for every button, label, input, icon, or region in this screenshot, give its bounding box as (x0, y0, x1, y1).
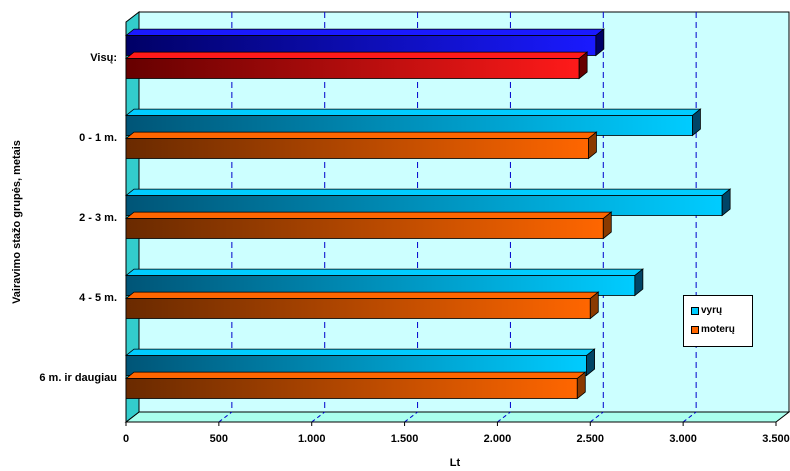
bar-top (124, 211, 613, 219)
bar-top (124, 268, 644, 276)
bar (124, 211, 613, 240)
gridline-floor (218, 411, 233, 423)
x-tick-labels: 0 500 1.000 1.500 2.000 2.500 3.000 3.500 (123, 421, 790, 445)
legend-label-women: moterų (701, 324, 735, 335)
bar (124, 268, 644, 297)
bar (124, 51, 589, 80)
gridline-floor (497, 411, 511, 423)
bar-top (124, 51, 589, 59)
x-tick-label: 0 (123, 433, 129, 445)
bar (124, 348, 596, 377)
gridline-floor (589, 411, 604, 423)
legend: vyrų moterų (683, 295, 753, 347)
bar-end (586, 348, 595, 377)
bar (124, 131, 598, 160)
bar-top (124, 188, 732, 196)
bar-top (124, 348, 596, 356)
bar (124, 108, 702, 137)
gridline-floor (311, 411, 326, 423)
category-labels: Visų: 0 - 1 m. 2 - 3 m. 4 - 5 m. 6 m. ir dau… (39, 52, 117, 384)
bar-top (124, 28, 605, 36)
bar-end (588, 131, 597, 160)
bar-end (576, 371, 586, 400)
category-label: 6 m. ir daugiau (39, 372, 117, 384)
bar-top (124, 371, 587, 379)
legend-swatch-men (691, 307, 699, 315)
bar-end (634, 268, 644, 297)
bar-top (124, 108, 702, 116)
bar-front (125, 378, 578, 399)
bar-front (125, 58, 580, 79)
category-label: 2 - 3 m. (79, 212, 117, 224)
x-axis-title: Lt (450, 457, 461, 469)
legend-item-men: vyrų (691, 305, 722, 317)
legend-item-women: moterų (691, 324, 735, 336)
bar-end (602, 211, 612, 240)
x-tick-label: 1.000 (298, 433, 326, 445)
x-tick-label: 3.000 (669, 433, 697, 445)
y-axis-title: Vairavimo stažo grupės, metais (11, 140, 23, 304)
x-tick-label: 500 (210, 433, 228, 445)
bar (124, 28, 605, 57)
bar-end (595, 28, 605, 57)
bar (124, 188, 732, 217)
bar-end (721, 188, 731, 217)
bar-end (589, 291, 599, 320)
x-tick-label: 2.000 (484, 433, 512, 445)
bar-front (125, 218, 604, 239)
category-label: Visų: (90, 52, 117, 64)
legend-label-men: vyrų (701, 305, 723, 316)
bar-end (692, 108, 701, 137)
bar-front (125, 298, 591, 319)
x-tick-label: 3.500 (762, 433, 790, 445)
category-label: 0 - 1 m. (79, 132, 117, 144)
legend-swatch-women (691, 326, 699, 334)
bars (124, 28, 732, 400)
x-tick-label: 1.500 (391, 433, 419, 445)
bar (124, 371, 587, 400)
bar-front (125, 138, 589, 159)
category-label: 4 - 5 m. (79, 292, 117, 304)
bar-end (578, 51, 588, 80)
gridline-floor (404, 411, 418, 423)
x-tick-label: 2.500 (577, 433, 605, 445)
bar-top (124, 291, 600, 299)
bar-top (124, 131, 598, 139)
bar (124, 291, 600, 320)
gridline-floor (682, 411, 697, 423)
